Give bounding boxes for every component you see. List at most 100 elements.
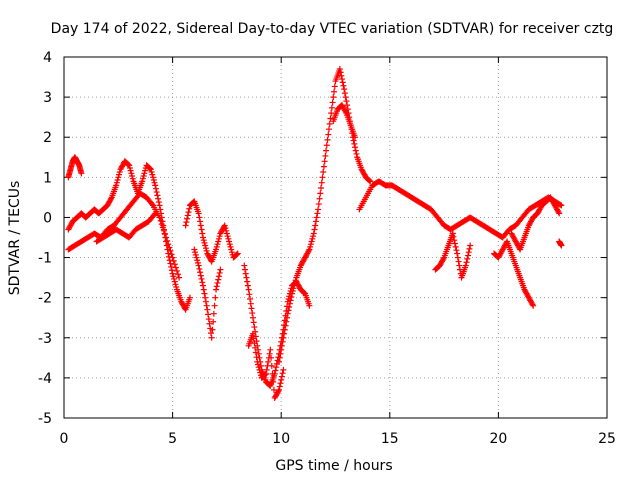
data-point <box>225 235 232 242</box>
data-point <box>247 300 254 307</box>
data-point <box>243 274 250 281</box>
data-point <box>273 364 280 371</box>
chart-title: Day 174 of 2022, Sidereal Day-to-day VTE… <box>51 21 614 37</box>
data-point <box>315 206 322 213</box>
y-tick-label: 3 <box>43 90 52 106</box>
data-point <box>277 380 284 387</box>
data-point <box>139 178 146 185</box>
data-point <box>173 267 180 274</box>
data-point <box>279 370 286 377</box>
data-point <box>224 233 231 240</box>
data-point <box>163 234 170 241</box>
data-point <box>200 234 207 241</box>
data-point <box>165 241 172 248</box>
data-point <box>291 282 298 289</box>
data-point <box>352 147 359 154</box>
data-point <box>321 158 328 165</box>
data-point <box>223 227 230 234</box>
data-point <box>451 240 458 247</box>
data-point <box>184 212 191 219</box>
data-point <box>195 262 202 269</box>
data-point <box>353 150 360 157</box>
data-point <box>183 219 190 226</box>
data-point <box>251 340 258 347</box>
data-point <box>558 202 565 209</box>
data-point <box>276 354 283 361</box>
data-point <box>223 230 230 237</box>
data-point <box>456 262 463 269</box>
data-point <box>341 86 348 93</box>
data-point <box>171 261 178 268</box>
data-point <box>327 115 334 122</box>
data-point <box>311 226 318 233</box>
data-point <box>207 330 214 337</box>
data-point <box>556 210 563 217</box>
data-point <box>318 185 325 192</box>
data-point <box>262 370 269 377</box>
data-point <box>128 170 135 177</box>
y-tick-label: -4 <box>38 371 52 387</box>
data-point <box>463 259 470 266</box>
data-point <box>215 273 222 280</box>
data-point <box>309 235 316 242</box>
data-point <box>197 272 204 279</box>
data-point <box>253 354 260 361</box>
axes: 0 5 10 15 20 25 -5 -4 -3 -2 -1 0 1 2 3 4 <box>38 50 616 447</box>
data-point <box>213 243 220 250</box>
data-point <box>312 218 319 225</box>
data-point <box>241 262 248 269</box>
data-point <box>168 267 175 274</box>
data-point <box>169 270 176 277</box>
data-point <box>306 246 313 253</box>
x-axis-label: GPS time / hours <box>275 458 392 474</box>
data-point <box>278 376 285 383</box>
data-point <box>125 161 132 168</box>
data-point <box>462 262 469 269</box>
data-point <box>170 273 177 280</box>
data-point <box>204 306 211 313</box>
data-point <box>286 304 293 311</box>
data-point <box>310 233 317 240</box>
data-point <box>454 250 461 257</box>
data-point <box>202 294 209 301</box>
data-point <box>222 225 229 232</box>
data-point <box>175 271 182 278</box>
data-point <box>186 294 193 301</box>
data-point <box>201 239 208 246</box>
x-tick-label: 5 <box>168 431 177 447</box>
data-point <box>314 210 321 217</box>
data-point <box>155 195 162 202</box>
data-point <box>152 182 159 189</box>
data-point <box>167 260 174 267</box>
data-point <box>317 190 324 197</box>
data-point <box>323 147 330 154</box>
plot-frame <box>63 56 608 419</box>
x-tick-label: 15 <box>381 431 399 447</box>
data-point <box>147 165 154 172</box>
data-point <box>173 283 180 290</box>
data-point <box>164 237 171 244</box>
data-point <box>226 238 233 245</box>
data-point <box>114 177 121 184</box>
data-point <box>252 349 259 356</box>
data-point <box>247 296 254 303</box>
data-point <box>342 94 349 101</box>
data-point <box>171 275 178 282</box>
data-point <box>256 354 263 361</box>
data-point <box>284 310 291 317</box>
data-point <box>306 302 313 309</box>
data-point <box>169 254 176 261</box>
data-point <box>78 170 85 177</box>
data-point <box>158 221 165 228</box>
data-point <box>277 350 284 357</box>
data-point <box>322 152 329 159</box>
data-point <box>318 179 325 186</box>
grid <box>64 57 607 418</box>
data-point <box>249 310 256 317</box>
data-point <box>466 245 473 252</box>
data-point <box>221 222 228 229</box>
data-point <box>337 69 344 76</box>
data-point <box>268 354 275 361</box>
data-point <box>467 242 474 249</box>
